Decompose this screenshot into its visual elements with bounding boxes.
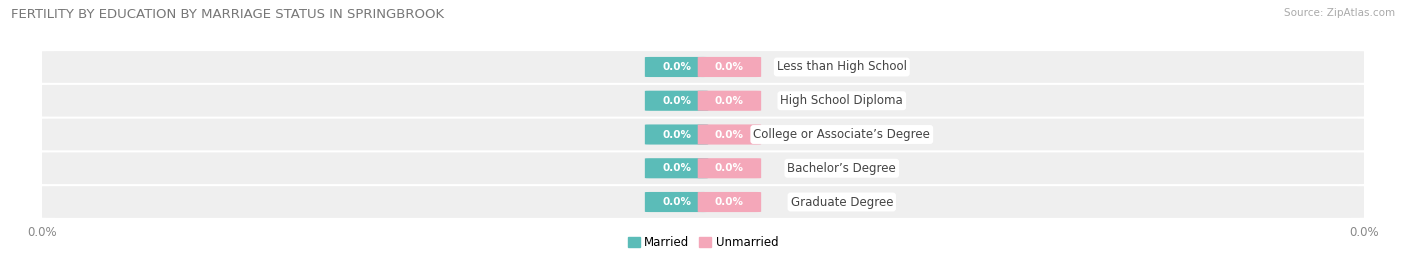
Text: 0.0%: 0.0%: [714, 129, 744, 140]
Text: Less than High School: Less than High School: [776, 61, 907, 73]
FancyBboxPatch shape: [645, 125, 709, 144]
FancyBboxPatch shape: [697, 57, 761, 77]
Text: Source: ZipAtlas.com: Source: ZipAtlas.com: [1284, 8, 1395, 18]
Text: Graduate Degree: Graduate Degree: [790, 196, 893, 208]
FancyBboxPatch shape: [645, 57, 709, 77]
Text: 0.0%: 0.0%: [714, 197, 744, 207]
FancyBboxPatch shape: [30, 186, 1376, 218]
FancyBboxPatch shape: [697, 125, 761, 144]
Text: 0.0%: 0.0%: [662, 129, 692, 140]
Text: 0.0%: 0.0%: [714, 163, 744, 173]
FancyBboxPatch shape: [697, 192, 761, 212]
Text: 0.0%: 0.0%: [662, 62, 692, 72]
FancyBboxPatch shape: [30, 85, 1376, 116]
FancyBboxPatch shape: [645, 192, 709, 212]
FancyBboxPatch shape: [30, 119, 1376, 150]
FancyBboxPatch shape: [645, 158, 709, 178]
Text: 0.0%: 0.0%: [714, 96, 744, 106]
Text: FERTILITY BY EDUCATION BY MARRIAGE STATUS IN SPRINGBROOK: FERTILITY BY EDUCATION BY MARRIAGE STATU…: [11, 8, 444, 21]
Text: Bachelor’s Degree: Bachelor’s Degree: [787, 162, 896, 175]
Text: 0.0%: 0.0%: [662, 163, 692, 173]
FancyBboxPatch shape: [697, 91, 761, 111]
FancyBboxPatch shape: [30, 51, 1376, 83]
Legend: Married, Unmarried: Married, Unmarried: [624, 232, 782, 253]
Text: 0.0%: 0.0%: [714, 62, 744, 72]
FancyBboxPatch shape: [697, 158, 761, 178]
FancyBboxPatch shape: [30, 153, 1376, 184]
Text: 0.0%: 0.0%: [662, 197, 692, 207]
Text: High School Diploma: High School Diploma: [780, 94, 903, 107]
FancyBboxPatch shape: [645, 91, 709, 111]
Text: 0.0%: 0.0%: [662, 96, 692, 106]
Text: College or Associate’s Degree: College or Associate’s Degree: [754, 128, 931, 141]
